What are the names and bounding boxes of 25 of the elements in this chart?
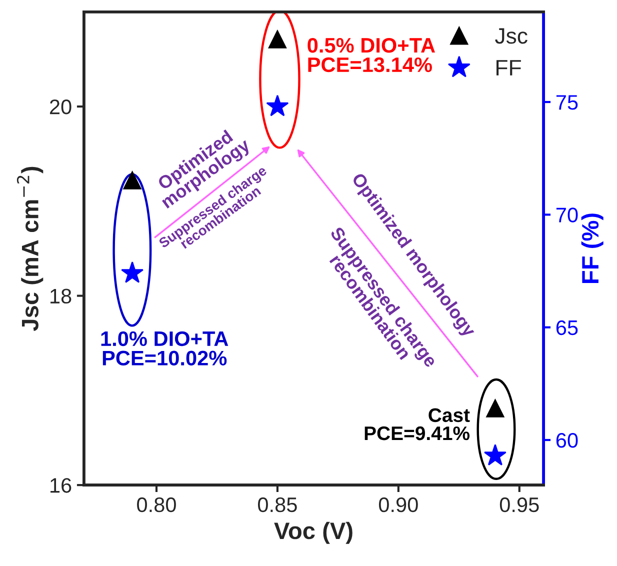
y-tick-label: 16 <box>50 478 72 493</box>
y2-tick-label: 70 <box>556 208 578 222</box>
y-axis-title: Jsc (mA cm$^{−2}$) <box>16 166 44 331</box>
x-tick-label: 0.85 <box>258 497 297 512</box>
point <box>484 444 506 466</box>
point <box>266 94 289 116</box>
annotation: 0.5% DIO+TA PCE=13.14% <box>308 38 436 72</box>
x-tick-label: 0.80 <box>137 497 176 512</box>
x-axis-title: Voc (V) <box>274 522 352 544</box>
point <box>268 30 286 48</box>
point <box>123 171 142 190</box>
annotation: 1.0% DIO+TA PCE=10.02% <box>101 331 228 366</box>
annotation: Cast PCE=9.41% <box>364 408 470 440</box>
y2-axis-title: FF (%) <box>581 214 604 283</box>
y2-tick-label: 60 <box>556 433 578 448</box>
y-tick-label: 18 <box>50 288 72 304</box>
y2-tick-label: 65 <box>556 320 578 336</box>
x-tick-label: 0.95 <box>500 497 539 512</box>
y-tick-label: 20 <box>50 100 72 114</box>
x-tick-label: 0.90 <box>378 497 418 512</box>
legend-label: FF <box>496 60 521 76</box>
legend-label: Jsc <box>495 28 528 44</box>
point <box>121 261 144 283</box>
point <box>486 399 504 418</box>
y2-tick-label: 75 <box>556 95 578 110</box>
